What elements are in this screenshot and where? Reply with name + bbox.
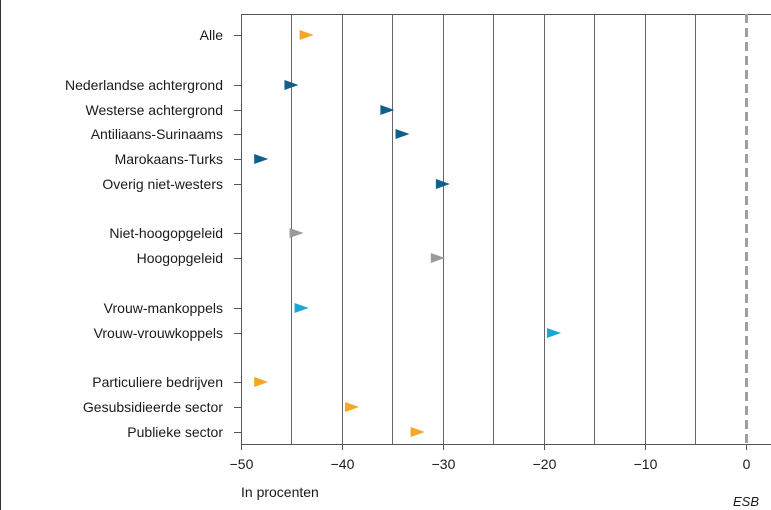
data-point-marker: [299, 30, 314, 40]
data-point-marker: [284, 80, 299, 90]
x-axis-ticks: −50 −40 −30 −20 −10 0: [230, 444, 751, 472]
x-axis-title: In procenten: [241, 484, 319, 500]
category-label: Niet-hoogopgeleid: [109, 225, 223, 241]
category-label: Vrouw-mankoppels: [104, 300, 223, 316]
data-point-marker: [254, 154, 269, 164]
category-label: Particuliere bedrijven: [92, 374, 223, 390]
data-point-marker: [380, 105, 395, 115]
data-point-marker: [294, 303, 309, 313]
data-point-marker: [289, 228, 304, 238]
data-points: [254, 30, 561, 437]
x-tick-label: −30: [432, 456, 456, 472]
x-tick-label: −50: [230, 456, 254, 472]
data-point-marker: [430, 253, 445, 263]
category-labels: Alle Nederlandse achtergrond Westerse acht…: [65, 27, 241, 440]
category-label: Publieke sector: [127, 424, 223, 440]
x-tick-label: −40: [331, 456, 355, 472]
x-tick-label: −10: [634, 456, 658, 472]
category-label: Hoogopgeleid: [137, 250, 223, 266]
plot-border: [241, 14, 771, 445]
data-point-marker: [410, 427, 425, 437]
data-point-marker: [546, 328, 561, 338]
data-point-marker: [395, 129, 410, 139]
x-tick-label: 0: [743, 456, 751, 472]
x-tick-label: −20: [533, 456, 557, 472]
category-label: Nederlandse achtergrond: [65, 77, 223, 93]
grid: [241, 14, 771, 445]
source-label: ESB: [733, 494, 759, 509]
data-point-marker: [435, 179, 450, 189]
category-label: Vrouw-vrouwkoppels: [94, 325, 223, 341]
category-label: Overig niet-westers: [102, 176, 223, 192]
category-label: Antiliaans-Surinaams: [91, 126, 223, 142]
data-point-marker: [345, 402, 360, 412]
category-label: Marokaans-Turks: [115, 151, 223, 167]
category-label: Westerse achtergrond: [86, 102, 223, 118]
category-label: Gesubsidieerde sector: [83, 399, 223, 415]
category-label: Alle: [200, 27, 224, 43]
data-point-marker: [254, 377, 269, 387]
